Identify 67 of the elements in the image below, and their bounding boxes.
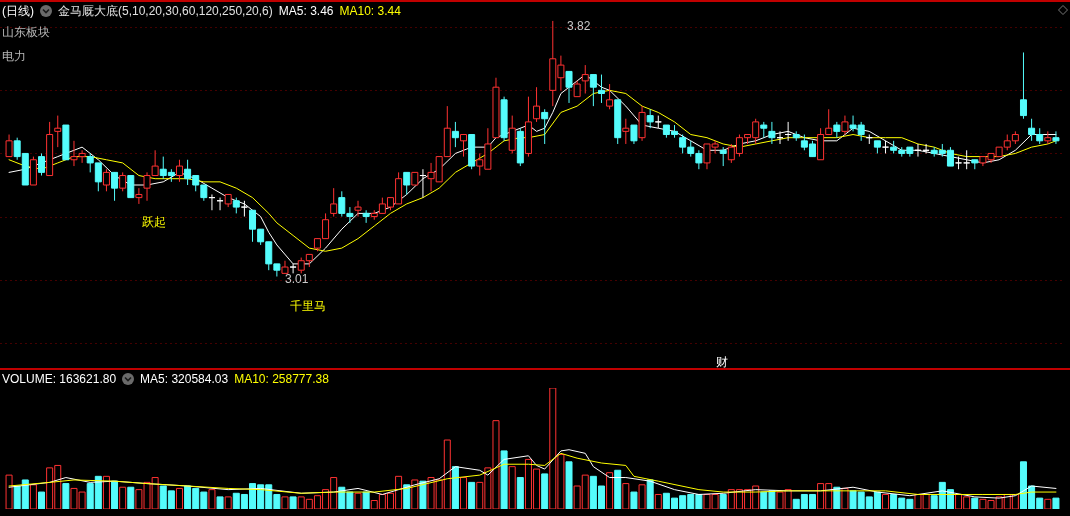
candlestick <box>565 70 573 104</box>
text: MA10: 3.44 <box>339 4 401 18</box>
chart-title: (日线) <box>2 2 34 20</box>
bar <box>565 461 573 509</box>
candlestick <box>5 134 13 158</box>
bar <box>111 480 119 509</box>
bar <box>127 486 135 509</box>
bar <box>971 497 979 509</box>
candlestick <box>581 64 589 94</box>
candlestick <box>451 121 459 148</box>
candlestick <box>589 74 597 107</box>
candlestick <box>102 168 110 192</box>
candlestick <box>630 124 638 145</box>
annotation: 3.82 <box>567 19 591 33</box>
candlestick <box>119 171 127 192</box>
candlestick <box>606 83 614 110</box>
candlestick <box>354 200 362 218</box>
candlestick <box>135 187 143 205</box>
candlestick <box>38 152 46 177</box>
candlestick <box>541 108 549 145</box>
text: MA10: 258777.38 <box>234 372 329 386</box>
bar <box>646 479 654 509</box>
bar <box>719 493 727 509</box>
candlestick <box>54 115 62 148</box>
bar <box>516 477 524 509</box>
bar <box>1052 497 1060 509</box>
annotation: 财 <box>716 355 728 369</box>
candlestick <box>1052 130 1060 145</box>
candlestick <box>841 115 849 136</box>
annotation: 跃起 <box>142 215 166 229</box>
candlestick <box>768 121 776 145</box>
bar <box>614 469 622 509</box>
candlestick <box>597 74 605 104</box>
candlestick <box>646 108 654 129</box>
annotation: 山东板块 <box>2 25 50 39</box>
candlestick <box>175 159 183 183</box>
candlestick <box>963 149 971 170</box>
candlestick <box>127 175 135 199</box>
candlestick <box>508 115 516 154</box>
chart-title: VOLUME: 163621.80 <box>2 372 117 386</box>
text: MA5: 3.46 <box>278 4 334 18</box>
bar <box>500 450 508 509</box>
candlestick <box>362 209 370 224</box>
annotation: 电力 <box>2 49 26 63</box>
bar <box>630 491 638 509</box>
candlestick <box>403 171 411 195</box>
candlestick <box>111 171 119 202</box>
bar <box>354 492 362 509</box>
candlestick <box>1019 51 1027 120</box>
annotation: 千里马 <box>290 299 326 313</box>
bar <box>468 481 476 509</box>
candlestick <box>330 187 338 218</box>
bar <box>38 491 46 509</box>
bar <box>216 496 224 509</box>
bar <box>403 484 411 509</box>
text: MA5: 320584.03 <box>140 372 229 386</box>
candlestick <box>460 134 468 158</box>
bar <box>541 473 549 509</box>
chart-subtitle: 金马厩大底(5,10,20,30,60,120,250,20,6) <box>58 2 273 20</box>
candlestick <box>622 118 630 145</box>
bar <box>451 466 459 509</box>
bar <box>289 496 297 509</box>
candlestick <box>533 86 541 123</box>
bar <box>62 483 70 509</box>
bar <box>362 491 370 509</box>
candlestick <box>719 146 727 167</box>
annotation: 3.01 <box>285 272 309 286</box>
